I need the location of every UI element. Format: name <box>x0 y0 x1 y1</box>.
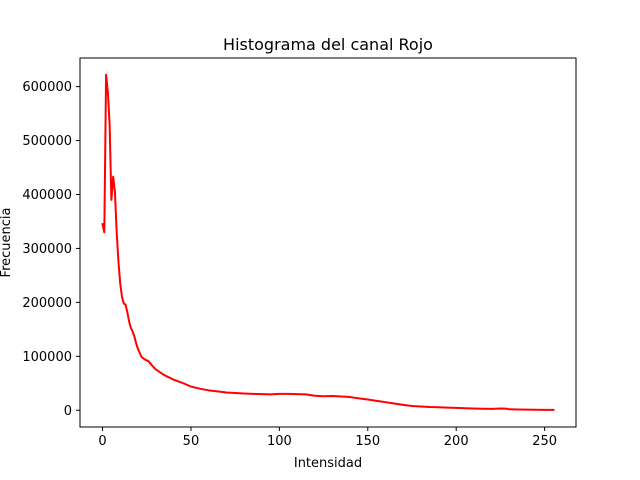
y-tick-label: 500000 <box>22 134 72 149</box>
y-tick-label: 200000 <box>22 296 72 311</box>
x-tick-label: 100 <box>267 434 292 449</box>
x-tick-label: 250 <box>532 434 557 449</box>
plot-area <box>101 73 555 411</box>
y-tick-label: 300000 <box>22 242 72 257</box>
x-tick-label: 150 <box>355 434 380 449</box>
y-tick-label: 100000 <box>22 350 72 365</box>
y-tick-label: 400000 <box>22 188 72 203</box>
y-tick-label: 0 <box>64 404 72 419</box>
x-tick-label: 0 <box>98 434 106 449</box>
red-channel-series-line <box>101 73 555 411</box>
x-tick-label: 200 <box>444 434 469 449</box>
y-axis-label: Frecuencia <box>0 208 14 278</box>
x-axis-label: Intensidad <box>294 456 362 471</box>
axes-frame <box>79 57 577 428</box>
x-tick-label: 50 <box>183 434 200 449</box>
axis-ticks: 0 50 100 150 200 250 0 100000 200000 300000 400000… <box>22 80 557 449</box>
chart-title: Histograma del canal Rojo <box>223 35 433 54</box>
y-tick-label: 600000 <box>22 80 72 95</box>
